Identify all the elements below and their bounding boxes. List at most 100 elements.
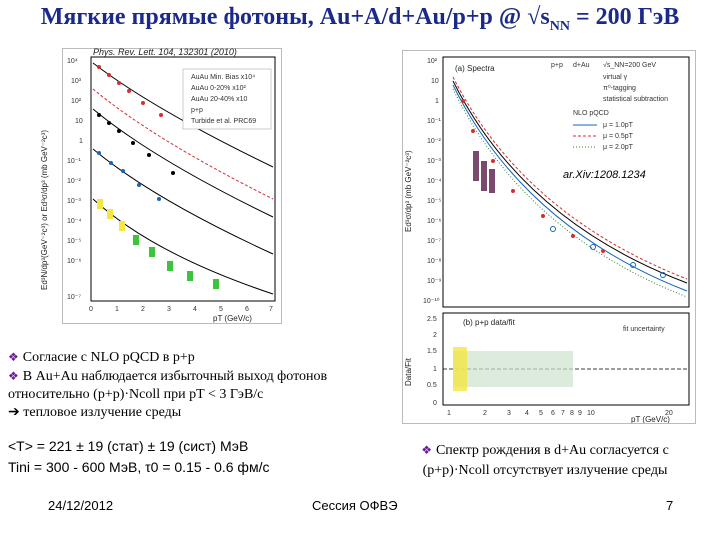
- right-open-points: [550, 226, 666, 278]
- left-y-tick: 10⁻⁶: [67, 258, 81, 265]
- point: [141, 101, 145, 105]
- fit-curve: [452, 80, 688, 284]
- point: [511, 189, 515, 193]
- left-x-tick: 7: [269, 306, 273, 313]
- left-x-tick: 6: [245, 306, 249, 313]
- bullet-item: ❖ Согласие с NLO pQCD в p+p: [8, 348, 408, 367]
- left-figure: 10⁴ 10³ 10² 10 1 10⁻¹ 10⁻² 10⁻³ 10⁻⁴ 10⁻…: [62, 47, 282, 324]
- right-points: [461, 99, 605, 253]
- bands-pp: [97, 199, 219, 289]
- right-x-tick: 8: [570, 410, 574, 417]
- points-minbias: [97, 65, 163, 117]
- point: [97, 113, 101, 117]
- bullet-arrow-text: тепловое излучение среды: [23, 405, 182, 420]
- legend-item: π⁰-tagging: [603, 84, 636, 92]
- point: [159, 113, 163, 117]
- point: [630, 262, 636, 268]
- title-subscript: NN: [549, 18, 570, 34]
- top-y-tick: 10⁻³: [427, 158, 441, 165]
- legend-item: virtual γ: [603, 74, 628, 81]
- nlo-line: μ = 1.0pT: [603, 122, 634, 129]
- point: [97, 151, 101, 155]
- legend-item: AuAu 0-20% x10²: [191, 85, 247, 92]
- top-y-tick: 10²: [427, 58, 438, 65]
- footer-session: Сессия ОФВЭ: [312, 498, 398, 513]
- left-y-tick: 10: [75, 118, 83, 125]
- point: [107, 73, 111, 77]
- result-initial: Tini = 300 - 600 МэВ, τ0 = 0.15 - 0.6 фм…: [8, 459, 270, 475]
- right-figure: (a) Spectra 10² 10 1 10⁻¹ 10⁻² 10⁻³ 10⁻⁴…: [402, 50, 696, 424]
- right-x-tick: 20: [665, 410, 673, 417]
- right-y-axis-label-top: Ed³σ/dp³ (mb GeV⁻²c³): [404, 150, 413, 232]
- top-y-tick: 10⁻²: [427, 138, 441, 145]
- point: [107, 121, 111, 125]
- diamond-bullet-icon: ❖: [8, 369, 19, 383]
- band: [489, 169, 495, 193]
- point: [137, 183, 141, 187]
- right-note-line1: ❖ Спектр рождения в d+Au согласуется с: [380, 440, 710, 461]
- left-reference: Phys. Rev. Lett. 104, 132301 (2010): [93, 47, 237, 57]
- top-y-tick: 10⁻⁸: [427, 258, 441, 265]
- bullet-item: ❖ В Au+Au наблюдается избыточный выход фо…: [8, 367, 408, 404]
- bottom-y-tick: 2: [433, 332, 437, 339]
- right-x-tick: 2: [483, 410, 487, 417]
- diamond-bullet-icon: ❖: [421, 443, 432, 457]
- band: [97, 199, 103, 209]
- left-x-ticks: 0 1 2 3 4 5 6 7: [89, 306, 273, 313]
- point: [171, 171, 175, 175]
- band: [481, 161, 487, 191]
- nlo-title: NLO pQCD: [573, 110, 609, 117]
- legend-item: Turbide et al. PRC69: [191, 118, 256, 125]
- yellow-band: [453, 347, 467, 391]
- top-y-tick: 10⁻⁷: [427, 238, 441, 245]
- point: [491, 159, 495, 163]
- band: [167, 261, 173, 271]
- fit-uncertainty-band: [453, 351, 573, 387]
- legend-item: p+p: [191, 107, 203, 114]
- left-y-tick: 10⁴: [67, 58, 78, 65]
- point: [117, 129, 121, 133]
- right-figure-svg: (a) Spectra 10² 10 1 10⁻¹ 10⁻² 10⁻³ 10⁻⁴…: [423, 56, 690, 423]
- right-note-text1: Спектр рождения в d+Au согласуется с: [435, 443, 669, 458]
- left-legend: AuAu Min. Bias x10⁴ AuAu 0-20% x10² AuAu…: [182, 68, 272, 130]
- bottom-y-tick: 2.5: [427, 316, 437, 323]
- point: [550, 226, 556, 232]
- bullet-list: ❖ Согласие с NLO pQCD в p+p ❖ В Au+Au набл…: [8, 348, 408, 422]
- left-x-tick: 1: [115, 306, 119, 313]
- point: [117, 81, 121, 85]
- fit-legend: fit uncertainty: [623, 326, 665, 333]
- left-y-tick: 10²: [71, 98, 82, 105]
- top-y-tick: 10⁻⁹: [427, 278, 441, 285]
- right-x-tick: 10: [587, 410, 595, 417]
- band: [187, 271, 193, 281]
- arxiv-label: ar.Xiv:1208.1234: [563, 169, 646, 181]
- bottom-y-ticks: 2.5 2 1.5 1 0.5 0: [427, 316, 437, 407]
- band: [213, 279, 219, 289]
- point: [471, 129, 475, 133]
- point: [131, 141, 135, 145]
- legend-item: AuAu 20-40% x10: [191, 96, 248, 103]
- left-y-tick: 1: [79, 138, 83, 145]
- right-legend: p+p d+Au √s_NN=200 GeV virtual γ π⁰-tagg…: [551, 61, 668, 151]
- point: [147, 153, 151, 157]
- band: [133, 235, 139, 245]
- bottom-y-tick: 1.5: [427, 348, 437, 355]
- top-y-tick: 10⁻⁶: [427, 218, 441, 225]
- left-x-axis-label: pT (GeV/c): [213, 314, 252, 323]
- top-panel-label: (a) Spectra: [455, 64, 495, 73]
- bullet-arrow-item: ➔ тепловое излучение среды: [8, 404, 408, 422]
- top-panel-frame: [442, 56, 690, 308]
- left-x-tick: 2: [141, 306, 145, 313]
- right-x-tick: 9: [578, 410, 582, 417]
- bottom-panel-label: (b) p+p data/fit: [463, 318, 516, 327]
- left-y-tick: 10⁻²: [67, 178, 81, 185]
- right-x-tick: 1: [447, 410, 451, 417]
- left-x-tick: 4: [193, 306, 197, 313]
- left-y-tick: 10⁻⁷: [67, 294, 81, 301]
- right-x-tick: 3: [507, 410, 511, 417]
- point: [601, 249, 605, 253]
- legend-box: [182, 68, 272, 130]
- slide-title: Мягкие прямые фотоны, Au+A/d+Au/p+p @ √s…: [0, 4, 720, 35]
- point: [590, 244, 596, 250]
- points-20-40: [97, 151, 161, 201]
